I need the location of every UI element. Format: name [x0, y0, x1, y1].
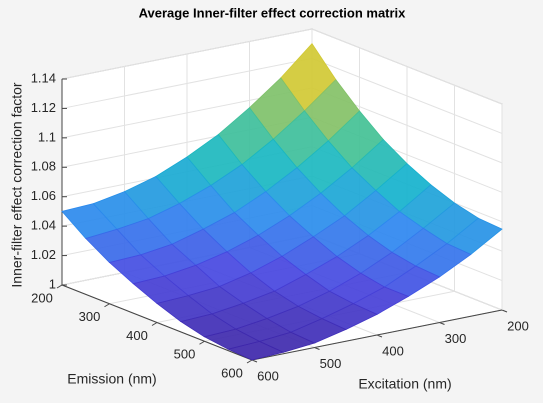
z-tick-label: 1.06 [31, 188, 56, 203]
x-tick-label: 500 [320, 356, 342, 371]
y-tick [104, 303, 110, 308]
y-axis-label: Emission (nm) [67, 371, 156, 387]
z-tick-label: 1.1 [38, 129, 56, 144]
x-axis-line [251, 309, 503, 361]
grid-line [311, 28, 503, 105]
x-axis-label: Excitation (nm) [358, 376, 451, 392]
y-axis-line [61, 284, 253, 361]
x-tick-label: 400 [382, 343, 404, 358]
z-axis-label: Inner-filter effect correction factor [9, 82, 25, 287]
z-tick-label: 1.12 [31, 100, 56, 115]
x-tick-label: 200 [507, 318, 529, 333]
surface-cell [227, 340, 285, 361]
x-tick [501, 309, 508, 313]
y-tick-label: 600 [221, 365, 243, 380]
x-tick-label: 600 [257, 368, 279, 383]
z-tick-label: 1.02 [31, 247, 56, 262]
grid-line [311, 57, 503, 134]
chart-title: Average Inner-filter effect correction m… [139, 5, 407, 20]
y-tick [151, 322, 158, 326]
y-tick-label: 500 [174, 347, 196, 362]
z-tick-label: 1.14 [31, 70, 56, 85]
z-tick-label: 1 [49, 276, 56, 291]
z-tick-label: 1.04 [31, 218, 56, 233]
x-tick-label: 300 [445, 331, 467, 346]
y-tick-label: 300 [79, 309, 101, 324]
y-tick-label: 200 [31, 290, 53, 305]
y-tick [199, 340, 205, 345]
y-tick [56, 284, 63, 289]
z-tick-label: 1.08 [31, 159, 56, 174]
grid-line [61, 28, 313, 80]
y-tick-label: 400 [126, 328, 148, 343]
y-tick [246, 359, 253, 364]
grid-line [61, 57, 313, 109]
